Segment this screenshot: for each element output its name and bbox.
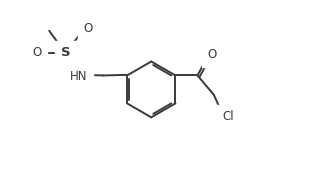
Text: S: S — [60, 46, 70, 59]
Text: O: O — [32, 46, 42, 59]
Text: O: O — [208, 48, 217, 61]
Text: O: O — [84, 22, 93, 35]
Text: HN: HN — [70, 70, 87, 83]
Text: Cl: Cl — [222, 110, 233, 123]
